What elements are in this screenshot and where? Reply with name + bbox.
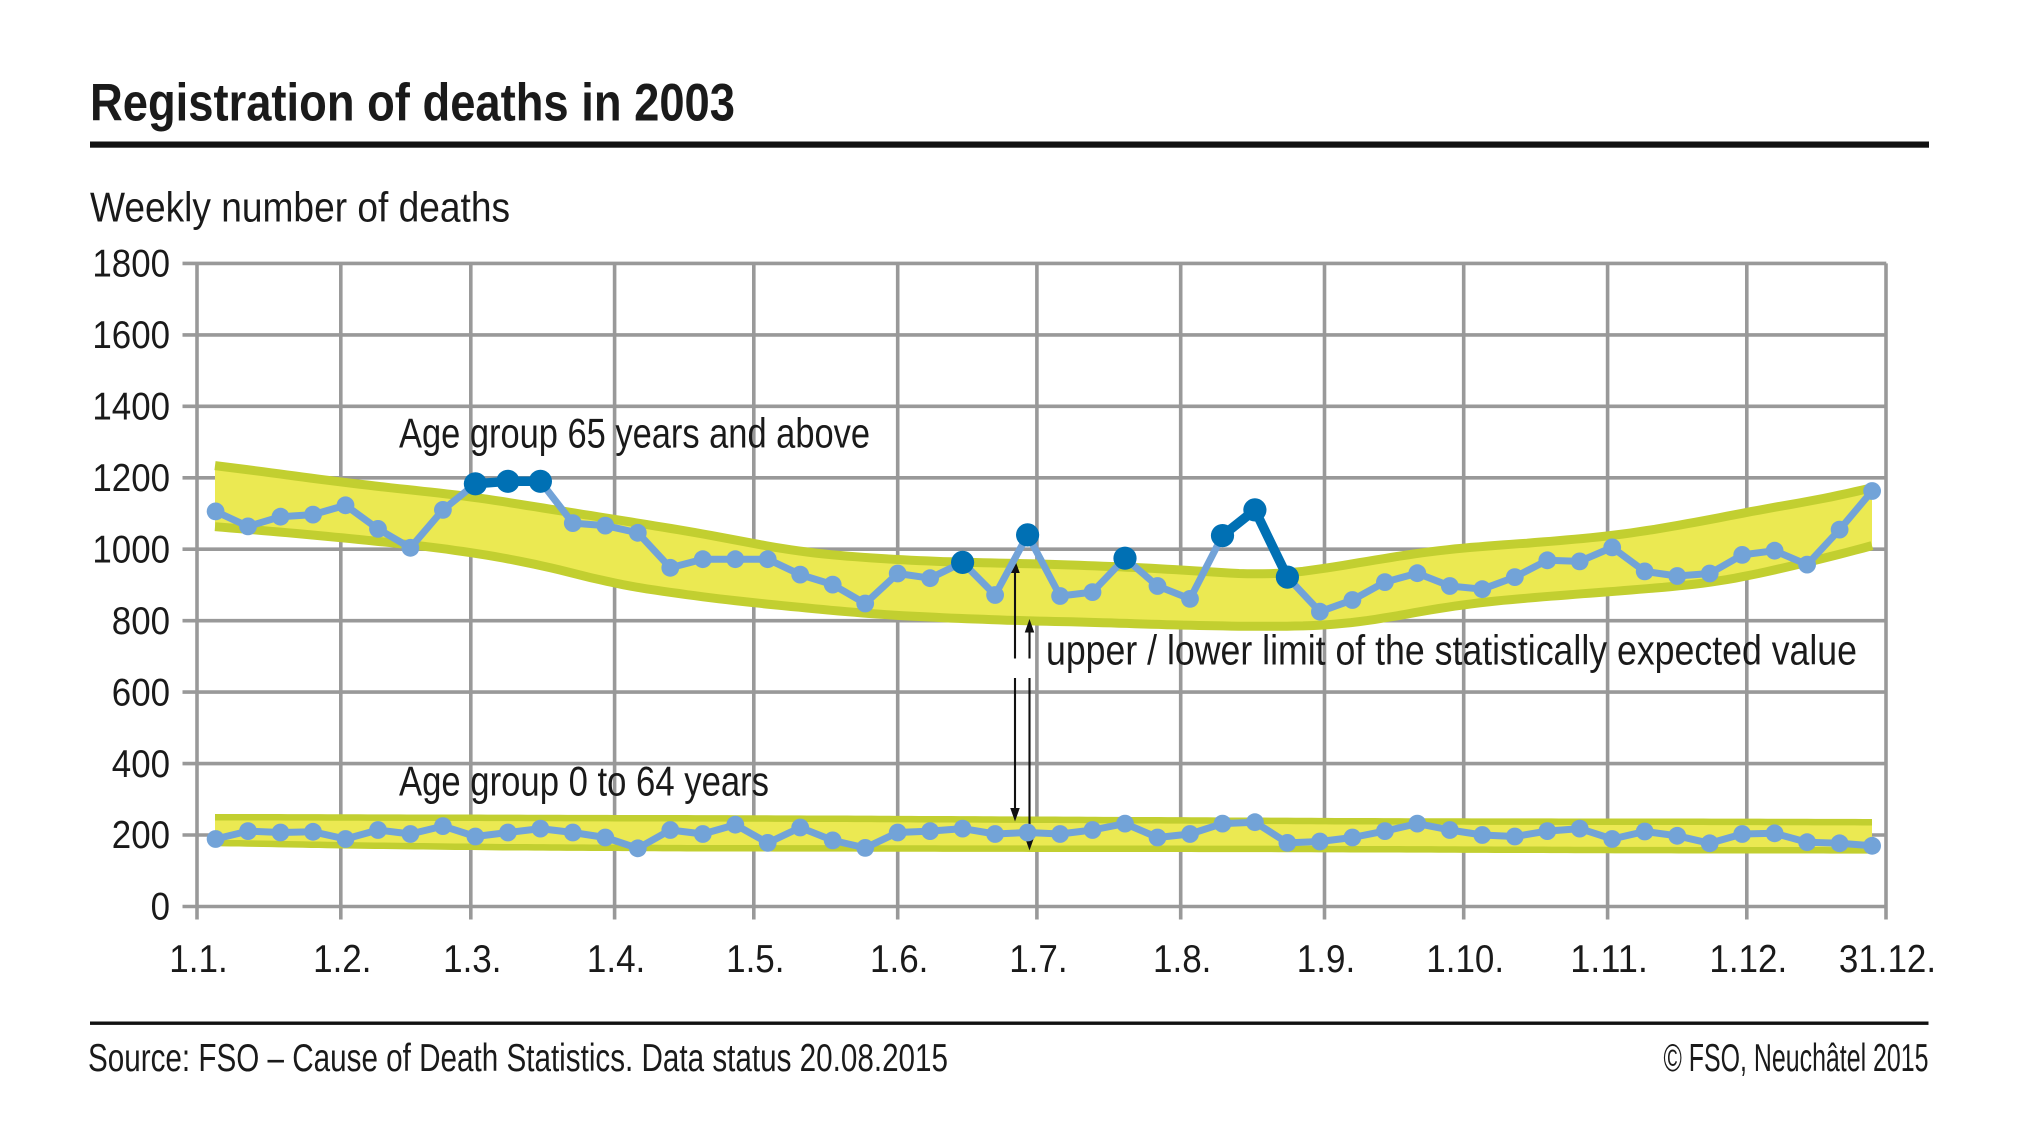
svg-text:Registration of deaths in 2003: Registration of deaths in 2003 <box>90 75 735 133</box>
svg-text:200: 200 <box>112 814 170 857</box>
svg-text:Weekly number of deaths: Weekly number of deaths <box>90 185 510 231</box>
svg-text:Source: FSO – Cause of Death S: Source: FSO – Cause of Death Statistics.… <box>88 1037 948 1080</box>
svg-text:1.8.: 1.8. <box>1153 938 1211 981</box>
svg-text:1800: 1800 <box>92 243 170 286</box>
svg-text:1.4.: 1.4. <box>587 938 645 981</box>
svg-text:1400: 1400 <box>92 386 170 429</box>
svg-text:1.7.: 1.7. <box>1009 938 1067 981</box>
svg-text:1000: 1000 <box>92 528 170 571</box>
svg-text:© FSO, Neuchâtel 2015: © FSO, Neuchâtel 2015 <box>1664 1037 1929 1080</box>
svg-text:800: 800 <box>112 600 170 643</box>
svg-text:Age group 65 years and above: Age group 65 years and above <box>399 411 870 457</box>
svg-text:1.6.: 1.6. <box>870 938 928 981</box>
svg-text:1.10.: 1.10. <box>1426 938 1504 981</box>
svg-text:1200: 1200 <box>92 457 170 500</box>
svg-text:31.12.: 31.12. <box>1839 938 1936 981</box>
svg-text:1.9.: 1.9. <box>1297 938 1355 981</box>
svg-text:Age group 0 to 64 years: Age group 0 to 64 years <box>399 759 769 805</box>
svg-text:1.5.: 1.5. <box>726 938 784 981</box>
svg-text:1.2.: 1.2. <box>313 938 371 981</box>
svg-text:1.11.: 1.11. <box>1570 938 1648 981</box>
svg-text:1600: 1600 <box>92 314 170 357</box>
svg-text:1.3.: 1.3. <box>443 938 501 981</box>
svg-text:1.12.: 1.12. <box>1709 938 1787 981</box>
svg-text:upper / lower limit of the sta: upper / lower limit of the statistically… <box>1046 628 1857 674</box>
svg-text:0: 0 <box>151 886 170 929</box>
svg-text:400: 400 <box>112 743 170 786</box>
svg-text:600: 600 <box>112 671 170 714</box>
svg-text:1.1.: 1.1. <box>169 938 227 981</box>
